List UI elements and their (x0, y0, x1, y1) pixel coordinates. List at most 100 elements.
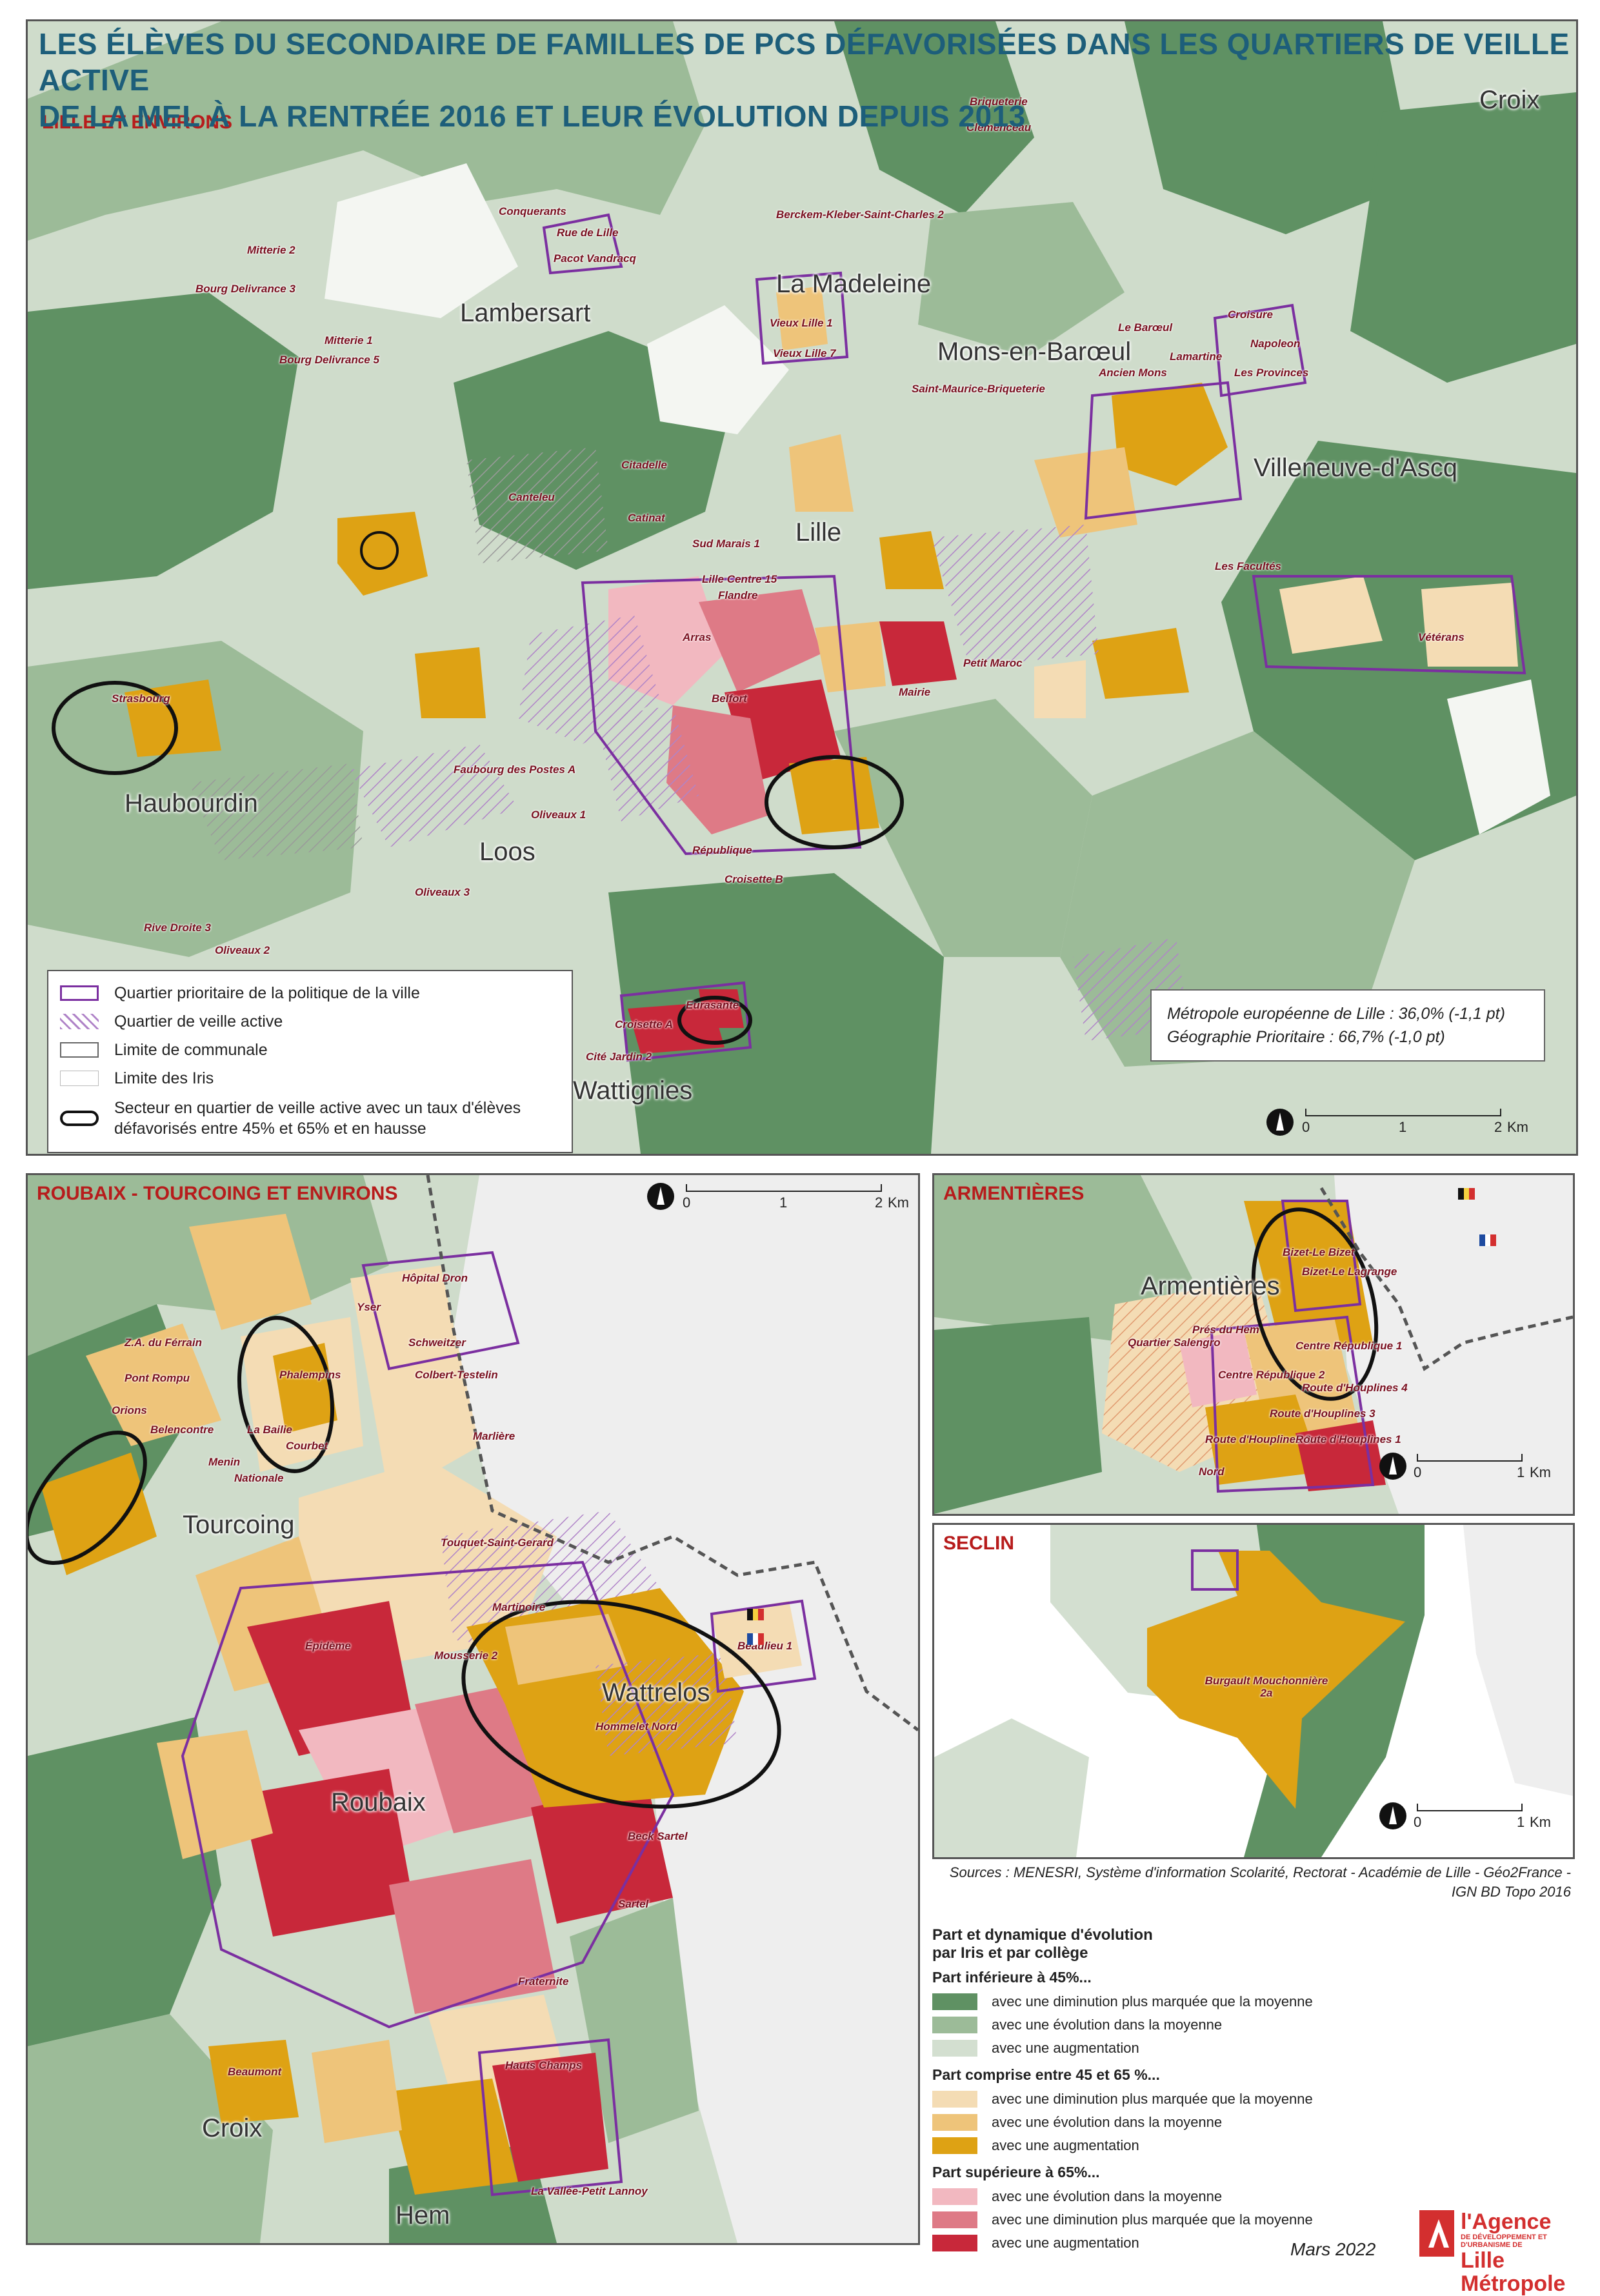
quarter-label: Catinat (628, 512, 665, 524)
quarter-label: Route d'Houplines 3 (1270, 1407, 1375, 1420)
quarter-label: Ancien Mons (1099, 367, 1167, 379)
legend-swatch (932, 2091, 977, 2108)
quarter-label: Beck Sartel (628, 1830, 688, 1842)
quarter-label: Belfort (712, 692, 747, 705)
quarter-label: Bizet-Le Lagrange (1302, 1265, 1397, 1278)
legend-row-iris: Limite des Iris (60, 1064, 560, 1093)
roubaix-panel-title: ROUBAIX - TOURCOING ET ENVIRONS (37, 1183, 398, 1204)
quarter-label: République (692, 844, 752, 856)
legend-group-title: Part comprise entre 45 et 65 %... (932, 2066, 1160, 2083)
city-la-madeleine: La Madeleine (776, 270, 932, 298)
legend-item: avec une évolution dans la moyenne (932, 2013, 1571, 2037)
quarter-label: Mitterie 2 (247, 244, 295, 256)
city-loos: Loos (479, 838, 535, 866)
quarter-label: Le Barœul (1118, 321, 1173, 334)
legend-group-title: Part inférieure à 45%... (932, 1969, 1092, 1986)
quarter-label: Mitterie 1 (325, 334, 373, 347)
agency-logo-icon (1419, 2210, 1455, 2257)
scale-unit: Km (1507, 1119, 1528, 1135)
legend-swatch (932, 2188, 977, 2205)
quarter-label: Nationale (234, 1472, 284, 1484)
quarter-label: Route d'Houplines 1 (1295, 1433, 1401, 1445)
quarter-label: Oliveaux 3 (415, 886, 470, 898)
france-flag-icon (1479, 1234, 1497, 1246)
quarter-label: Croisette B (725, 873, 783, 885)
quarter-label: Z.A. du Férrain (125, 1336, 202, 1349)
legend-swatch-qpv (60, 985, 99, 1001)
north-arrow-icon (1379, 1802, 1406, 1829)
quarter-label: Berckem-Kleber-Saint-Charles 2 (776, 208, 944, 221)
lille-map-canvas (28, 21, 1576, 1154)
city-croix: Croix (1479, 86, 1540, 114)
city-croix-rt: Croix (202, 2114, 263, 2142)
seclin-panel[interactable]: SECLIN Burgault Mouchonnière 2a 0 1 Km (932, 1523, 1575, 1859)
quarter-label: Mousserie 2 (434, 1649, 498, 1662)
logo-line-3: Lille Métropole (1461, 2248, 1566, 2296)
scale-tick-0: 0 (1302, 1119, 1310, 1135)
title-line-2: DE LA MEL À LA RENTRÉE 2016 ET LEUR ÉVOL… (39, 99, 1026, 133)
quarter-label: La Vallée-Petit Lannoy (531, 2185, 648, 2197)
logo-line-2: DE DÉVELOPPEMENT ET D'URBANISME DE (1461, 2233, 1547, 2249)
city-armentieres: Armentières (1141, 1272, 1280, 1300)
quarter-label: Petit Maroc (963, 657, 1023, 669)
legend-swatch (932, 2235, 977, 2251)
city-wattrelos: Wattrelos (602, 1678, 710, 1707)
france-flag-icon (747, 1633, 765, 1645)
quarter-label: Les Facultés (1215, 560, 1281, 572)
quarter-label: Route d'Houplines 2 (1205, 1433, 1311, 1445)
quarter-label: La Bailie (247, 1424, 292, 1436)
seclin-map-canvas (934, 1525, 1573, 1857)
quarter-label: Croisure (1228, 308, 1273, 321)
quarter-label: Hauts Champs (505, 2059, 583, 2071)
quarter-label: Prés du Hem (1192, 1324, 1259, 1336)
city-haubourdin: Haubourdin (125, 789, 258, 818)
city-lille: Lille (795, 518, 842, 547)
quarter-label: Nord (1199, 1465, 1225, 1478)
quarter-label: Pont Rompu (125, 1372, 190, 1384)
legend-swatch-iris (60, 1071, 99, 1086)
legend-row-communal: Limite de communale (60, 1036, 560, 1064)
quarter-label: Arras (683, 631, 712, 643)
roubaix-panel[interactable]: ROUBAIX - TOURCOING ET ENVIRONS Tourcoin… (26, 1173, 920, 2245)
quarter-label: Croisette A (615, 1018, 674, 1031)
quarter-label: Schweitzer (408, 1336, 466, 1349)
roubaix-map-canvas (28, 1175, 918, 2243)
legend-swatch (932, 2211, 977, 2228)
quarter-label: Conquerants (499, 205, 566, 217)
city-villeneuve-dascq: Villeneuve-d'Ascq (1254, 454, 1457, 482)
legend-row-veille: Quartier de veille active (60, 1007, 560, 1036)
quarter-label: Quartier Salengro (1128, 1336, 1221, 1349)
scale-tick-2: 2 (1494, 1119, 1503, 1135)
armentieres-panel-title: ARMENTIÈRES (943, 1183, 1085, 1204)
quarter-label: Strasbourg (112, 692, 170, 705)
scale-tick-0: 0 (1414, 1464, 1422, 1480)
city-roubaix: Roubaix (331, 1788, 426, 1817)
scale-unit: Km (1530, 1464, 1551, 1480)
north-arrow-icon (647, 1183, 674, 1210)
lille-panel[interactable]: LILLE ET ENVIRONS Croix Lambersart La Ma… (26, 19, 1578, 1156)
legend-swatch (932, 1993, 977, 2010)
legend-item: avec une augmentation (932, 2037, 1571, 2060)
scale-tick-1: 1 (1517, 1814, 1525, 1830)
quarter-label: Bizet-Le Bizet (1283, 1246, 1355, 1258)
quarter-label: Hommelet Nord (595, 1720, 677, 1733)
summary-info-box: Métropole européenne de Lille : 36,0% (-… (1150, 989, 1545, 1062)
legend-swatch (932, 2040, 977, 2057)
quarter-label: Belencontre (150, 1424, 214, 1436)
quarter-label: Centre République 1 (1295, 1340, 1403, 1352)
scale-unit: Km (888, 1194, 909, 1211)
quarter-label: Beaulieu 1 (737, 1640, 793, 1652)
logo-line-1: l'Agence (1461, 2210, 1552, 2234)
quarter-label: Centre République 2 (1218, 1369, 1325, 1381)
map-title: LES ÉLÈVES DU SECONDAIRE DE FAMILLES DE … (39, 26, 1574, 134)
quarter-label: Bourg Delivrance 5 (279, 354, 379, 366)
quarter-label: Marlière (473, 1430, 515, 1442)
armentieres-panel[interactable]: ARMENTIÈRES Armentières Bizet-Le Bizet B… (932, 1173, 1575, 1516)
quarter-label: Bourg Delivrance 3 (195, 283, 295, 295)
quarter-label: Vieux Lille 1 (770, 317, 833, 329)
quarter-label: Napoleon (1250, 337, 1301, 350)
legend-swatch (932, 2137, 977, 2154)
scale-tick-0: 0 (683, 1194, 691, 1211)
legend-item: avec une évolution dans la moyenne (932, 2111, 1571, 2134)
legend-item: avec une augmentation (932, 2134, 1571, 2157)
